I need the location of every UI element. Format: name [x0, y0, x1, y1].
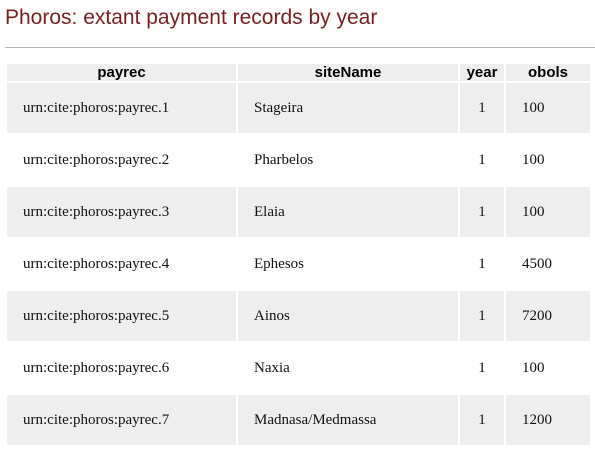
- payrec-cell: urn:cite:phoros:payrec.7: [7, 395, 236, 445]
- table-row: urn:cite:phoros:payrec.5 Ainos 1 7200: [7, 291, 590, 341]
- site-name-cell: Pharbelos: [254, 151, 314, 168]
- table-row: urn:cite:phoros:payrec.6 Naxia 1 100: [7, 343, 590, 393]
- obols-cell: 100: [522, 151, 545, 168]
- payment-records-table: payrec siteName year obols urn:cite:phor…: [5, 62, 592, 447]
- site-name-cell: Ephesos: [254, 255, 304, 272]
- site-name-cell: Naxia: [254, 359, 290, 376]
- column-header-year: year: [460, 64, 504, 81]
- table-row: urn:cite:phoros:payrec.4 Ephesos 1 4500: [7, 239, 590, 289]
- title-divider: [5, 47, 595, 48]
- payrec-cell: urn:cite:phoros:payrec.6: [23, 359, 170, 376]
- table-row: urn:cite:phoros:payrec.7 Madnasa/Medmass…: [7, 395, 590, 445]
- table-header-row: payrec siteName year obols: [7, 64, 590, 81]
- year-cell: 1: [478, 255, 486, 272]
- payrec-cell: urn:cite:phoros:payrec.5: [7, 291, 236, 341]
- obols-cell: 7200: [506, 291, 590, 341]
- table-row: urn:cite:phoros:payrec.2 Pharbelos 1 100: [7, 135, 590, 185]
- year-cell: 1: [460, 395, 504, 445]
- year-cell: 1: [460, 187, 504, 237]
- obols-cell: 1200: [506, 395, 590, 445]
- year-cell: 1: [478, 359, 486, 376]
- site-name-cell: Ainos: [238, 291, 458, 341]
- year-cell: 1: [460, 291, 504, 341]
- column-header-payrec: payrec: [7, 64, 236, 81]
- table-row: urn:cite:phoros:payrec.3 Elaia 1 100: [7, 187, 590, 237]
- year-cell: 1: [460, 83, 504, 133]
- payrec-cell: urn:cite:phoros:payrec.2: [23, 151, 170, 168]
- column-header-sitename: siteName: [238, 64, 458, 81]
- page-title: Phoros: extant payment records by year: [5, 6, 378, 29]
- table-row: urn:cite:phoros:payrec.1 Stageira 1 100: [7, 83, 590, 133]
- payrec-cell: urn:cite:phoros:payrec.3: [7, 187, 236, 237]
- column-header-obols: obols: [506, 64, 590, 81]
- obols-cell: 100: [506, 187, 590, 237]
- obols-cell: 100: [522, 359, 545, 376]
- site-name-cell: Madnasa/Medmassa: [238, 395, 458, 445]
- site-name-cell: Stageira: [238, 83, 458, 133]
- site-name-cell: Elaia: [238, 187, 458, 237]
- obols-cell: 4500: [522, 255, 552, 272]
- payrec-cell: urn:cite:phoros:payrec.1: [7, 83, 236, 133]
- year-cell: 1: [478, 151, 486, 168]
- obols-cell: 100: [506, 83, 590, 133]
- payrec-cell: urn:cite:phoros:payrec.4: [23, 255, 170, 272]
